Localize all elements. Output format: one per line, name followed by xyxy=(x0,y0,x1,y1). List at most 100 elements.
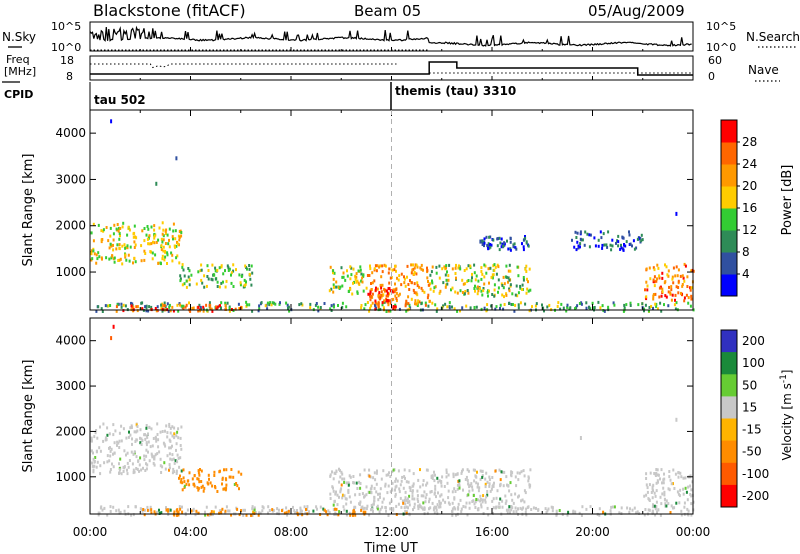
velocity-cell xyxy=(655,471,658,475)
velocity-cell xyxy=(240,509,242,513)
power-cell xyxy=(621,235,624,239)
power-cell xyxy=(569,306,572,310)
power-cell xyxy=(483,244,485,248)
power-cell xyxy=(565,309,568,313)
power-cell xyxy=(351,292,354,296)
velocity-cell xyxy=(518,471,521,475)
velocity-cell xyxy=(329,474,332,478)
power-cell xyxy=(640,233,643,237)
power-cell xyxy=(377,294,380,298)
power-cell xyxy=(376,287,379,291)
velocity-cell xyxy=(168,422,171,426)
velocity-cell xyxy=(411,494,414,498)
power-cell xyxy=(389,276,392,280)
power-cell xyxy=(126,244,129,248)
power-cell xyxy=(374,301,377,305)
power-cell xyxy=(495,305,498,309)
power-cell xyxy=(525,291,528,295)
power-cell xyxy=(387,309,390,313)
velocity-cell xyxy=(674,472,677,476)
velocity-cell xyxy=(349,475,352,479)
velocity-cell xyxy=(287,509,290,513)
power-cell xyxy=(655,302,658,306)
power-cell xyxy=(346,269,348,273)
power-cell xyxy=(161,254,164,258)
power-cell xyxy=(117,302,120,306)
power-cell xyxy=(556,305,559,308)
velocity-cell xyxy=(91,464,94,468)
velocity-cell xyxy=(689,484,692,488)
power-cell xyxy=(418,285,421,289)
power-cell xyxy=(658,274,661,278)
velocity-cell xyxy=(683,501,686,505)
power-cell xyxy=(369,292,372,296)
power-cell xyxy=(209,307,212,311)
power-cell xyxy=(497,237,499,241)
power-cell xyxy=(589,233,592,237)
power-cell xyxy=(469,306,472,310)
power-cell xyxy=(215,307,218,311)
power-cell xyxy=(462,282,465,286)
power-cell xyxy=(388,281,391,285)
power-cell xyxy=(395,288,398,292)
power-cell xyxy=(391,268,394,272)
velocity-cell xyxy=(659,495,662,499)
power-cell xyxy=(635,246,638,250)
power-cell xyxy=(406,264,409,268)
power-cell xyxy=(631,244,633,248)
velocity-cell xyxy=(195,509,198,513)
power-cell xyxy=(174,237,177,241)
power-cell xyxy=(508,263,511,267)
power-cell xyxy=(135,305,138,309)
velocity-cell xyxy=(685,490,688,494)
power-cell xyxy=(594,244,597,248)
power-cell xyxy=(168,238,170,242)
power-cell xyxy=(172,222,175,226)
power-cell xyxy=(350,273,353,277)
power-cell xyxy=(269,301,272,305)
velocity-cell xyxy=(315,505,318,509)
power-cell xyxy=(445,283,448,287)
velocity-cell xyxy=(112,505,115,509)
velocity-cell xyxy=(653,491,656,495)
velocity-cell xyxy=(218,509,221,513)
velocity-cell xyxy=(118,462,120,466)
power-cell xyxy=(441,267,444,271)
power-cell xyxy=(408,303,411,307)
power-cell xyxy=(661,271,664,275)
velocity-cell xyxy=(507,508,510,512)
power-cell xyxy=(617,244,620,248)
power-cell xyxy=(392,305,395,308)
power-cell xyxy=(184,305,187,309)
power-cell xyxy=(248,264,251,267)
velocity-cell xyxy=(408,469,411,473)
date-title: 05/Aug/2009 xyxy=(588,2,685,20)
power-cell xyxy=(133,224,136,228)
power-cell xyxy=(101,238,104,241)
power-ytick-label: 3000 xyxy=(55,172,86,186)
power-cell xyxy=(168,227,171,231)
velocity-cell xyxy=(376,507,379,511)
velocity-cell xyxy=(91,461,93,465)
power-cell xyxy=(480,239,483,243)
power-cell xyxy=(645,295,648,299)
power-cell xyxy=(526,277,528,281)
velocity-cell xyxy=(160,471,163,474)
power-cell xyxy=(510,303,513,306)
power-cell xyxy=(141,229,144,233)
velocity-cell xyxy=(650,491,653,494)
power-cell xyxy=(580,302,583,306)
velocity-cell xyxy=(211,513,214,517)
velocity-cell xyxy=(370,484,373,488)
velocity-cell xyxy=(665,504,668,508)
power-cell xyxy=(566,303,569,307)
power-cell xyxy=(413,282,416,286)
velocity-cell xyxy=(437,491,439,495)
power-cell xyxy=(133,246,136,249)
velocity-cell xyxy=(512,501,515,505)
power-cell xyxy=(575,248,578,252)
power-cell xyxy=(431,281,434,285)
power-cell xyxy=(422,268,424,272)
velocity-cell xyxy=(418,503,421,507)
